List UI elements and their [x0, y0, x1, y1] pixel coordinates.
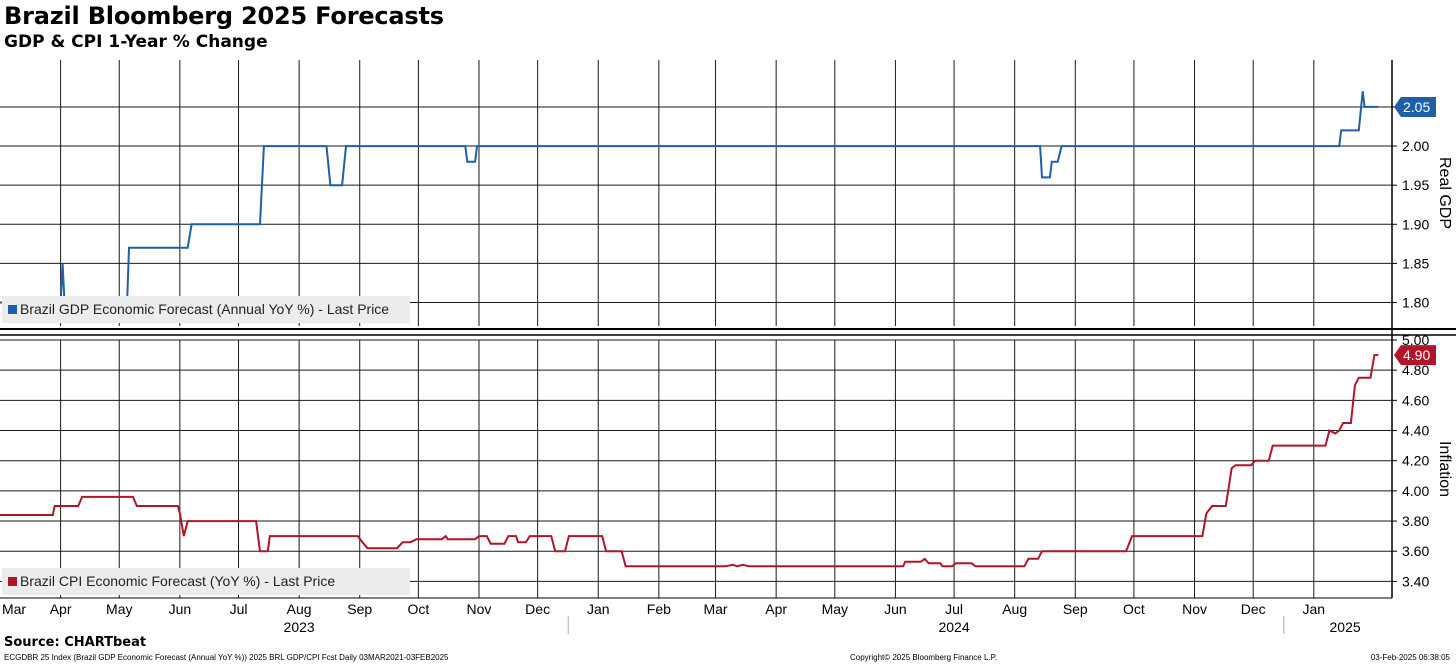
cpi-legend-box: [2, 568, 410, 595]
gdp-last-value-tag: [1394, 96, 1436, 117]
x-month-label-3: Jun: [169, 601, 192, 617]
x-year-label-0: 2023: [284, 619, 315, 635]
y-tick-labels: 1.80 1.85 1.90 1.95 2.00 2.05 3.40 3.60 3.80 4.00…: [1392, 99, 1429, 589]
x-month-label-1: Apr: [50, 601, 72, 617]
cpi-ytick-label-2: 3.80: [1402, 513, 1429, 529]
cpi-last-value-label: 4.90: [1403, 347, 1430, 363]
x-month-label-14: May: [822, 601, 848, 617]
gdp-axis-title: Real GDP: [1436, 157, 1453, 229]
source-note: Source: CHARTbeat: [4, 635, 147, 650]
cpi-ytick-label-0: 3.40: [1402, 573, 1429, 589]
cpi-ytick-label-7: 4.80: [1402, 362, 1429, 378]
footer-copyright: Copyright© 2025 Bloomberg Finance L.P.: [850, 653, 998, 662]
x-month-label-4: Jul: [230, 601, 248, 617]
gdp-gridlines: [0, 60, 1392, 326]
x-month-label-2: May: [106, 601, 132, 617]
x-month-label-8: Nov: [467, 601, 492, 617]
cpi-ytick-label-5: 4.40: [1402, 423, 1429, 439]
gdp-ytick-label-2: 1.90: [1402, 216, 1429, 232]
cpi-ytick-label-6: 4.60: [1402, 392, 1429, 408]
x-month-label-15: Jun: [884, 601, 907, 617]
x-month-label-18: Sep: [1063, 601, 1088, 617]
x-month-label-22: Jan: [1303, 601, 1326, 617]
cpi-series-group: [0, 354, 1379, 568]
x-month-label-9: Dec: [525, 601, 550, 617]
footer-index-note: ECGDBR 25 Index (Brazil GDP Economic For…: [4, 653, 449, 662]
x-month-label-11: Feb: [647, 601, 671, 617]
gdp-ytick-label-4: 2.00: [1402, 138, 1429, 154]
gdp-legend-swatch: [8, 305, 17, 314]
gdp-legend-label: Brazil GDP Economic Forecast (Annual YoY…: [20, 301, 389, 317]
cpi-ytick-label-4: 4.20: [1402, 453, 1429, 469]
axis-titles: Real GDP Inflation: [1436, 157, 1453, 497]
x-month-label-16: Jul: [945, 601, 963, 617]
chart-subtitle: GDP & CPI 1-Year % Change: [4, 32, 268, 52]
last-value-markers: 2.05 4.90: [1394, 96, 1436, 366]
x-month-label-17: Aug: [1002, 601, 1027, 617]
x-month-label-0: Mar: [2, 601, 26, 617]
cpi-ytick-label-8: 5.00: [1402, 332, 1429, 348]
cpi-ytick-label-3: 4.00: [1402, 483, 1429, 499]
x-month-label-7: Oct: [407, 601, 429, 617]
x-month-label-13: Apr: [765, 601, 787, 617]
chart-title: Brazil Bloomberg 2025 Forecasts: [4, 2, 444, 30]
x-month-label-10: Jan: [587, 601, 610, 617]
x-month-label-21: Dec: [1241, 601, 1266, 617]
gdp-last-value-label: 2.05: [1403, 99, 1430, 115]
gdp-legend-box: [2, 296, 410, 323]
x-tick-labels: Mar Apr May Jun Jul Aug Sep Oct Nov Dec Jan Feb Mar A…: [2, 601, 1361, 635]
footer-timestamp: 03-Feb-2025 06:38:05: [1370, 653, 1450, 662]
x-month-label-20: Nov: [1182, 601, 1207, 617]
x-month-label-5: Aug: [287, 601, 312, 617]
cpi-last-value-tag: [1394, 345, 1436, 366]
gdp-ytick-label-0: 1.80: [1402, 295, 1429, 311]
legends: Brazil GDP Economic Forecast (Annual YoY…: [2, 296, 410, 595]
cpi-ytick-label-1: 3.60: [1402, 543, 1429, 559]
cpi-series-line-0: [0, 354, 1379, 568]
cpi-legend-label: Brazil CPI Economic Forecast (YoY %) - L…: [20, 573, 335, 589]
gdp-ytick-label-1: 1.85: [1402, 255, 1429, 271]
cpi-legend-swatch: [8, 577, 17, 586]
gdp-series-line-0: [0, 91, 1379, 304]
gdp-ytick-label-3: 1.95: [1402, 177, 1429, 193]
x-month-label-12: Mar: [703, 601, 727, 617]
x-year-label-1: 2024: [938, 619, 969, 635]
gdp-series-group: [0, 91, 1379, 304]
x-year-label-2: 2025: [1330, 619, 1361, 635]
cpi-axis-title: Inflation: [1436, 441, 1453, 497]
cpi-gridlines: [0, 339, 1392, 598]
x-month-label-19: Oct: [1123, 601, 1145, 617]
x-month-label-6: Sep: [347, 601, 372, 617]
panel-frames: [0, 60, 1456, 599]
